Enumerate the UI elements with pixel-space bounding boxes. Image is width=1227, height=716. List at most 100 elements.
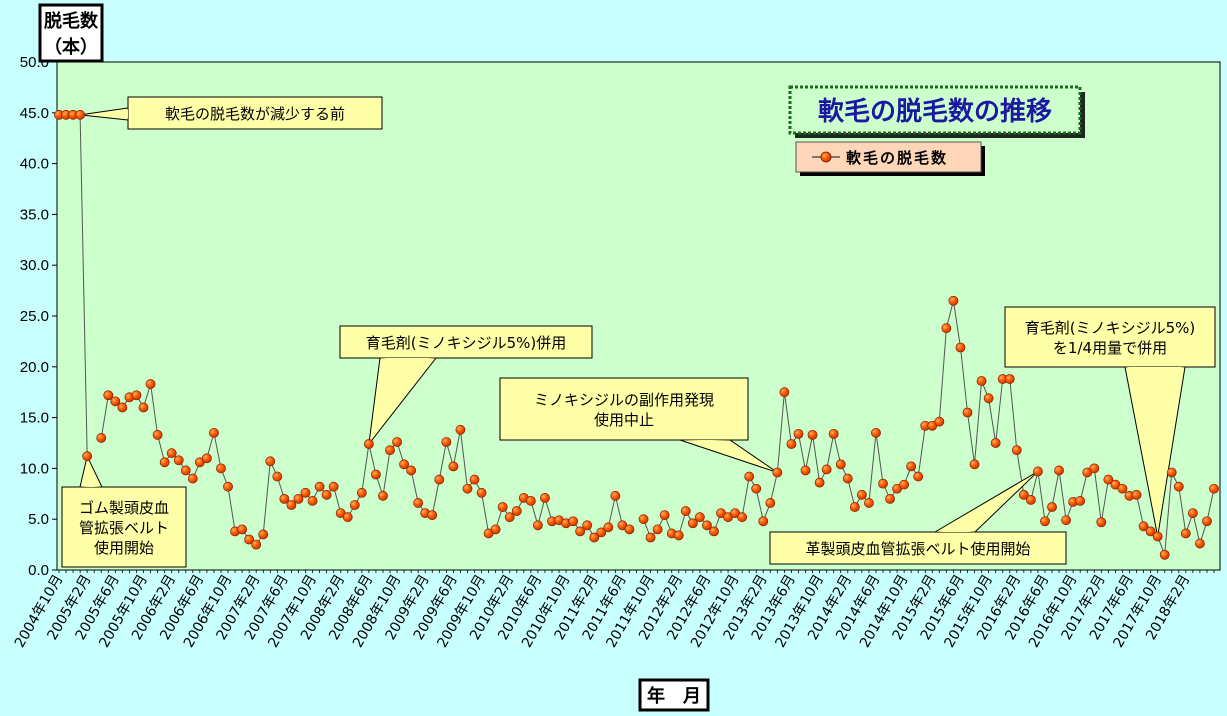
x-axis-label: 年 月	[647, 685, 701, 707]
data-point	[856, 489, 867, 500]
data-point	[772, 467, 783, 478]
data-point	[371, 469, 381, 480]
annotation-text: 育毛剤(ミノキシジル5%)	[1025, 319, 1196, 337]
data-point	[223, 481, 233, 492]
annotation-text: 軟毛の脱毛数が減少する前	[165, 105, 345, 123]
data-point	[173, 455, 184, 466]
data-point	[363, 439, 374, 449]
data-point	[976, 376, 987, 386]
data-point	[1004, 374, 1015, 384]
data-point	[702, 520, 712, 531]
data-point	[314, 481, 325, 492]
data-point	[828, 428, 839, 439]
data-point	[709, 526, 719, 537]
annotation-text: を1/4用量で併用	[1053, 339, 1167, 357]
data-point	[511, 506, 522, 516]
data-point	[1166, 467, 1177, 478]
data-point	[96, 433, 107, 443]
data-point	[1202, 516, 1212, 527]
data-point	[300, 487, 311, 498]
data-point	[1145, 526, 1156, 537]
data-point	[342, 512, 353, 523]
data-point	[110, 396, 121, 407]
annotation-callout: 育毛剤(ミノキシジル5%) を1/4用量で併用	[1004, 306, 1216, 537]
y-tick-label: 15.0	[20, 410, 49, 427]
y-tick-label: 0.0	[28, 562, 49, 579]
data-point	[201, 453, 212, 464]
data-point	[469, 474, 480, 485]
data-point	[575, 526, 586, 537]
data-point	[525, 496, 536, 506]
data-point	[356, 487, 367, 498]
data-point	[237, 524, 248, 535]
data-point	[1117, 483, 1128, 494]
annotation-box	[1004, 306, 1216, 368]
data-point	[1195, 538, 1205, 549]
annotation-text: ミノキシジルの副作用発現	[534, 391, 714, 409]
data-point	[871, 427, 881, 438]
y-tick-label: 5.0	[28, 511, 49, 528]
data-point	[610, 490, 621, 501]
data-point	[864, 498, 874, 508]
data-point	[145, 379, 156, 389]
data-point	[476, 487, 487, 498]
data-point	[1040, 516, 1050, 527]
y-axis-label-box: 脱毛数 （本）	[38, 3, 104, 63]
data-point	[258, 529, 269, 540]
data-point	[694, 512, 705, 523]
data-point	[878, 478, 888, 489]
data-point	[906, 461, 917, 472]
annotation-text: 育毛剤(ミノキシジル5%)併用	[366, 334, 567, 352]
data-point	[272, 471, 283, 482]
data-point	[286, 500, 297, 510]
series-points	[54, 109, 1219, 560]
data-point	[751, 483, 762, 494]
data-point	[990, 438, 1001, 448]
data-point	[307, 496, 318, 506]
data-point	[392, 437, 402, 447]
data-point	[765, 498, 776, 508]
y-tick-label: 40.0	[20, 156, 49, 173]
data-point	[885, 493, 895, 504]
y-tick-label: 30.0	[20, 257, 49, 274]
data-point	[117, 402, 128, 413]
data-point	[673, 530, 684, 541]
data-point	[913, 471, 924, 482]
data-point	[131, 390, 142, 401]
data-point	[758, 516, 769, 527]
data-point	[835, 459, 846, 470]
data-point	[941, 323, 952, 334]
data-point	[293, 493, 304, 504]
annotation-box	[339, 325, 593, 359]
data-point	[1180, 528, 1191, 539]
y-axis-label-line2: （本）	[44, 36, 98, 58]
data-point	[103, 390, 114, 401]
data-point	[441, 437, 452, 447]
data-point	[216, 463, 226, 474]
data-point	[969, 459, 980, 470]
data-point	[448, 461, 459, 472]
legend-marker	[820, 151, 832, 163]
data-point	[589, 532, 600, 543]
annotation-callout: 育毛剤(ミノキシジル5%)併用	[339, 325, 593, 446]
data-point	[152, 429, 163, 440]
data-point	[497, 502, 508, 512]
data-point	[406, 465, 417, 476]
data-point	[659, 510, 670, 521]
data-point	[385, 445, 395, 456]
data-point	[321, 489, 332, 500]
annotation-callout: 革製頭皮血管拡張ベルト使用開始	[769, 471, 1067, 565]
legend: 軟毛の脱毛数	[795, 141, 985, 176]
y-tick-label: 35.0	[20, 206, 49, 223]
data-point	[75, 109, 86, 120]
annotation-text: 使用開始	[94, 539, 154, 557]
data-point	[800, 465, 811, 476]
data-point	[786, 439, 797, 449]
y-tick-label: 20.0	[20, 359, 49, 376]
y-axis-label-line1: 脱毛数	[44, 10, 99, 32]
data-point	[1187, 508, 1198, 519]
data-point	[849, 502, 860, 512]
data-point	[462, 483, 473, 494]
